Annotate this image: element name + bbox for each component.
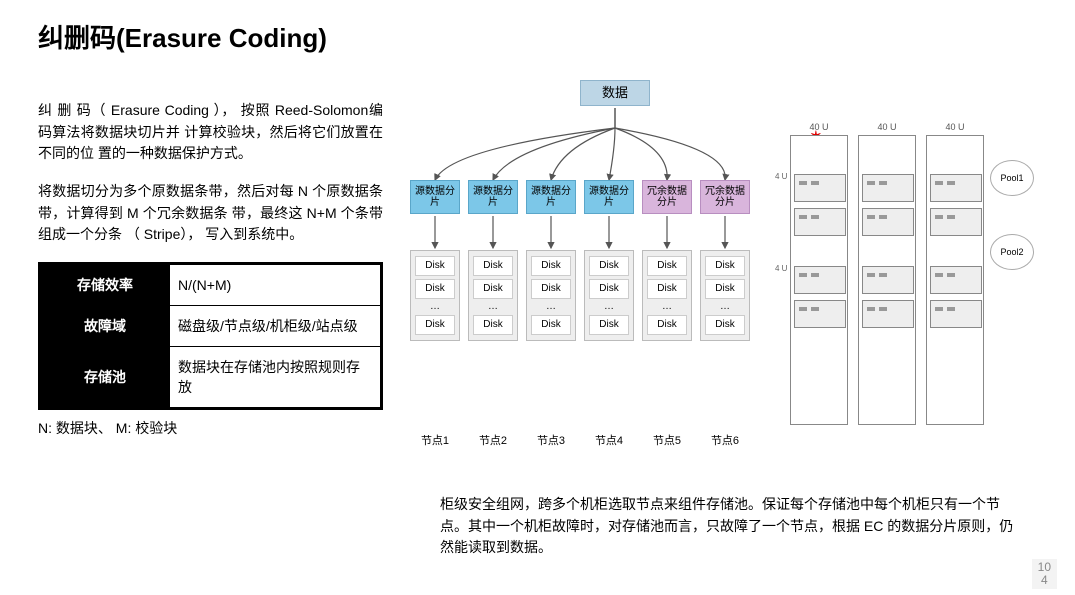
rack: 40 U 4 U 4 U <box>790 135 848 425</box>
disk-cell: Disk <box>531 256 571 276</box>
table-legend: N: 数据块、 M: 校验块 <box>38 418 383 438</box>
source-chip: 源数据分片 <box>584 180 634 214</box>
server-icon <box>862 266 914 294</box>
source-chip: 源数据分片 <box>410 180 460 214</box>
parity-chip: 冗余数据分片 <box>642 180 692 214</box>
ellipsis-icon: … <box>587 302 631 312</box>
server-icon <box>862 208 914 236</box>
data-box: 数据 <box>580 80 650 106</box>
node-label: 节点4 <box>584 432 634 448</box>
page-number: 10 4 <box>1032 559 1057 589</box>
parity-chip: 冗余数据分片 <box>700 180 750 214</box>
server-icon <box>930 208 982 236</box>
disk-cell: Disk <box>473 279 513 299</box>
ellipsis-icon: … <box>529 302 573 312</box>
bottom-paragraph: 柜级安全组网，跨多个机柜选取节点来组件存储池。保证每个存储池中每个机柜只有一个节… <box>410 494 1020 559</box>
node-column: Disk Disk … Disk <box>526 250 576 341</box>
u-label: 4 U <box>775 264 787 273</box>
row-header: 故障域 <box>40 306 170 347</box>
node-column: Disk Disk … Disk <box>410 250 460 341</box>
pool-icon: Pool2 <box>990 234 1034 270</box>
server-icon <box>930 300 982 328</box>
server-icon <box>794 174 846 202</box>
disk-cell: Disk <box>647 256 687 276</box>
disk-cell: Disk <box>415 315 455 335</box>
disk-cell: Disk <box>531 279 571 299</box>
server-icon <box>794 208 846 236</box>
node-label: 节点2 <box>468 432 518 448</box>
disk-cell: Disk <box>705 256 745 276</box>
chip-row: 源数据分片 源数据分片 源数据分片 源数据分片 冗余数据分片 冗余数据分片 <box>410 180 750 214</box>
ellipsis-icon: … <box>471 302 515 312</box>
row-header: 存储池 <box>40 347 170 409</box>
table-row: 存储池 数据块在存储池内按照规则存放 <box>40 347 382 409</box>
left-column: 纠 删 码（ Erasure Coding ）， 按照 Reed-Solomon… <box>38 100 383 438</box>
page-number-bottom: 4 <box>1041 573 1048 587</box>
node-label: 节点1 <box>410 432 460 448</box>
source-chip: 源数据分片 <box>526 180 576 214</box>
node-label: 节点3 <box>526 432 576 448</box>
rack-row: 40 U 4 U 4 U 40 U 40 U <box>790 135 984 425</box>
page-title: 纠删码(Erasure Coding) <box>0 0 1075 55</box>
row-value: 数据块在存储池内按照规则存放 <box>170 347 382 409</box>
table-row: 故障域 磁盘级/节点级/机柜级/站点级 <box>40 306 382 347</box>
disk-cell: Disk <box>589 315 629 335</box>
disk-cell: Disk <box>473 256 513 276</box>
ellipsis-icon: … <box>413 302 457 312</box>
pool-column: Pool1 Pool2 <box>990 160 1034 308</box>
ellipsis-icon: … <box>703 302 747 312</box>
disk-cell: Disk <box>647 315 687 335</box>
node-column: Disk Disk … Disk <box>584 250 634 341</box>
server-icon <box>930 266 982 294</box>
node-column: Disk Disk … Disk <box>642 250 692 341</box>
disk-cell: Disk <box>415 279 455 299</box>
row-header: 存储效率 <box>40 264 170 306</box>
server-icon <box>862 174 914 202</box>
node-row: Disk Disk … Disk Disk Disk … Disk Disk D… <box>410 250 750 341</box>
erasure-diagram: 数据 源数据分片 源数据分片 源数据分片 <box>410 80 1050 480</box>
disk-cell: Disk <box>589 256 629 276</box>
node-column: Disk Disk … Disk <box>468 250 518 341</box>
right-column: 数据 源数据分片 源数据分片 源数据分片 <box>410 80 1050 559</box>
disk-cell: Disk <box>531 315 571 335</box>
disk-cell: Disk <box>473 315 513 335</box>
table-row: 存储效率 N/(N+M) <box>40 264 382 306</box>
disk-cell: Disk <box>415 256 455 276</box>
disk-cell: Disk <box>589 279 629 299</box>
node-labels: 节点1 节点2 节点3 节点4 节点5 节点6 <box>410 432 750 448</box>
server-icon <box>794 266 846 294</box>
row-value: N/(N+M) <box>170 264 382 306</box>
rack: 40 U <box>926 135 984 425</box>
rack-top-label: 40 U <box>859 122 915 132</box>
u-label: 4 U <box>775 172 787 181</box>
rack: 40 U <box>858 135 916 425</box>
disk-cell: Disk <box>705 315 745 335</box>
server-icon <box>794 300 846 328</box>
properties-table: 存储效率 N/(N+M) 故障域 磁盘级/节点级/机柜级/站点级 存储池 数据块… <box>38 262 383 410</box>
row-value: 磁盘级/节点级/机柜级/站点级 <box>170 306 382 347</box>
rack-top-label: 40 U <box>791 122 847 132</box>
source-chip: 源数据分片 <box>468 180 518 214</box>
node-column: Disk Disk … Disk <box>700 250 750 341</box>
disk-cell: Disk <box>647 279 687 299</box>
page-number-top: 10 <box>1038 560 1051 574</box>
disk-cell: Disk <box>705 279 745 299</box>
paragraph-2: 将数据切分为多个原数据条带，然后对每 N 个原数据条带，计算得到 M 个冗余数据… <box>38 181 383 246</box>
rack-top-label: 40 U <box>927 122 983 132</box>
ellipsis-icon: … <box>645 302 689 312</box>
node-label: 节点5 <box>642 432 692 448</box>
node-label: 节点6 <box>700 432 750 448</box>
server-icon <box>930 174 982 202</box>
paragraph-1: 纠 删 码（ Erasure Coding ）， 按照 Reed-Solomon… <box>38 100 383 165</box>
pool-icon: Pool1 <box>990 160 1034 196</box>
server-icon <box>862 300 914 328</box>
